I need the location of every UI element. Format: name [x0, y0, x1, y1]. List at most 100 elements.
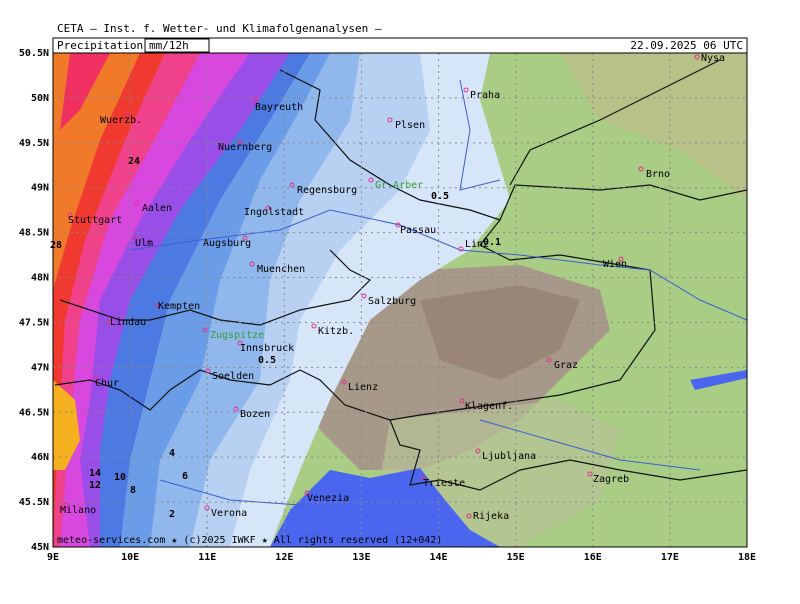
alps-terrain: [420, 285, 580, 380]
river: [159, 479, 301, 506]
city-label: Salzburg: [368, 296, 416, 307]
city-marker: [304, 490, 310, 496]
x-tick-label: 14E: [430, 552, 448, 563]
contour-label: 24: [128, 156, 140, 167]
x-tick-label: 12E: [275, 552, 293, 563]
city-label: Ingolstadt: [244, 207, 304, 218]
city-label: Nuernberg: [218, 142, 272, 153]
valid-time: 22.09.2025 06 UTC: [630, 39, 743, 52]
y-tick-label: 49N: [31, 183, 49, 194]
rivers: [129, 79, 747, 506]
city-marker: [694, 54, 700, 60]
city-label: Milano: [60, 505, 96, 516]
city-label: Augsburg: [203, 238, 251, 249]
city-marker: [311, 323, 317, 329]
sea: [270, 468, 500, 547]
lake: [690, 370, 747, 390]
river: [479, 419, 701, 471]
city-marker: [475, 448, 481, 454]
contour-label: 28: [50, 240, 62, 251]
city-label: Linz: [465, 239, 489, 250]
contour-label: 6: [182, 471, 188, 482]
city-marker: [205, 368, 211, 374]
contour-label: 4: [169, 448, 175, 459]
city-label: Venezia: [307, 493, 349, 504]
graticule: [53, 53, 747, 547]
city-marker: [67, 212, 73, 218]
city-marker: [458, 246, 464, 252]
city-marker: [252, 97, 258, 103]
terrain: [560, 53, 747, 200]
city-marker: [638, 166, 644, 172]
precip-band: [60, 53, 110, 130]
y-tick-label: 48N: [31, 273, 49, 284]
map-frame: [52, 52, 748, 548]
city-label: Trieste: [423, 478, 465, 489]
city-label: Passau: [400, 225, 436, 236]
city-label: Stuttgart: [68, 215, 122, 226]
contour-label: 8: [130, 485, 136, 496]
river: [459, 79, 501, 191]
city-label: Muenchen: [257, 264, 305, 275]
border: [54, 219, 656, 421]
city-label: Plsen: [395, 120, 425, 131]
x-tick-label: 10E: [121, 552, 139, 563]
city-label: Nysa: [701, 53, 725, 64]
city-label: Verona: [211, 508, 247, 519]
city-marker: [466, 513, 472, 519]
city-label: Rijeka: [473, 511, 509, 522]
city-label: Wuerzb.: [100, 115, 142, 126]
city-marker: [587, 471, 593, 477]
border: [59, 249, 372, 326]
river: [129, 209, 747, 321]
x-tick-label: 17E: [661, 552, 679, 563]
contour-label: 14: [89, 468, 101, 479]
city-marker: [233, 406, 239, 412]
x-tick-label: 9E: [47, 552, 59, 563]
city-label: Ulm: [135, 238, 153, 249]
city-marker: [132, 235, 138, 241]
places: Nysa Praha Plsen Bayreuth Wuerzb. Nuernberg Re…: [50, 53, 725, 522]
city-label: Innsbruck: [240, 343, 294, 354]
city-label: Lindau: [110, 317, 146, 328]
city-label: Praha: [470, 90, 500, 101]
footer: meteo-services.com ★ (c)2025 IWKF ★ All …: [57, 535, 442, 546]
x-tick-label: 16E: [584, 552, 602, 563]
city-marker: [242, 235, 248, 241]
city-label: Wien: [603, 259, 627, 270]
city-marker: [463, 87, 469, 93]
city-marker: [202, 327, 208, 333]
x-tick-label: 18E: [738, 552, 756, 563]
city-marker: [204, 505, 210, 511]
city-marker: [361, 293, 367, 299]
city-label: Lienz: [348, 382, 378, 393]
city-label: Graz: [554, 360, 578, 371]
city-label: Aalen: [142, 203, 172, 214]
y-tick-label: 45N: [31, 542, 49, 553]
city-label: Zagreb: [593, 474, 629, 485]
x-tick-label: 13E: [352, 552, 370, 563]
contour-label: 10: [114, 472, 126, 483]
y-tick-label: 50N: [31, 93, 49, 104]
city-label: Bozen: [240, 409, 270, 420]
header-title: CETA — Inst. f. Wetter- und Klimafolgena…: [57, 22, 382, 35]
x-tick-label: 15E: [507, 552, 525, 563]
city-marker: [63, 502, 69, 508]
y-tick-label: 46N: [31, 452, 49, 463]
city-marker: [265, 205, 271, 211]
city-label: Soelden: [212, 371, 254, 382]
city-label: Kempten: [158, 301, 200, 312]
city-marker: [341, 379, 347, 385]
city-marker: [92, 375, 98, 381]
border: [509, 59, 721, 186]
city-label: Ljubljana: [482, 451, 536, 462]
field-name: Precipitation: [57, 39, 143, 52]
city-marker: [125, 112, 131, 118]
y-tick-label: 48.5N: [19, 228, 49, 239]
y-tick-label: 50.5N: [19, 48, 49, 59]
city-label: Chur: [95, 378, 119, 389]
city-marker: [368, 177, 374, 183]
contour-label: 0.5: [431, 191, 449, 202]
city-marker: [395, 222, 401, 228]
